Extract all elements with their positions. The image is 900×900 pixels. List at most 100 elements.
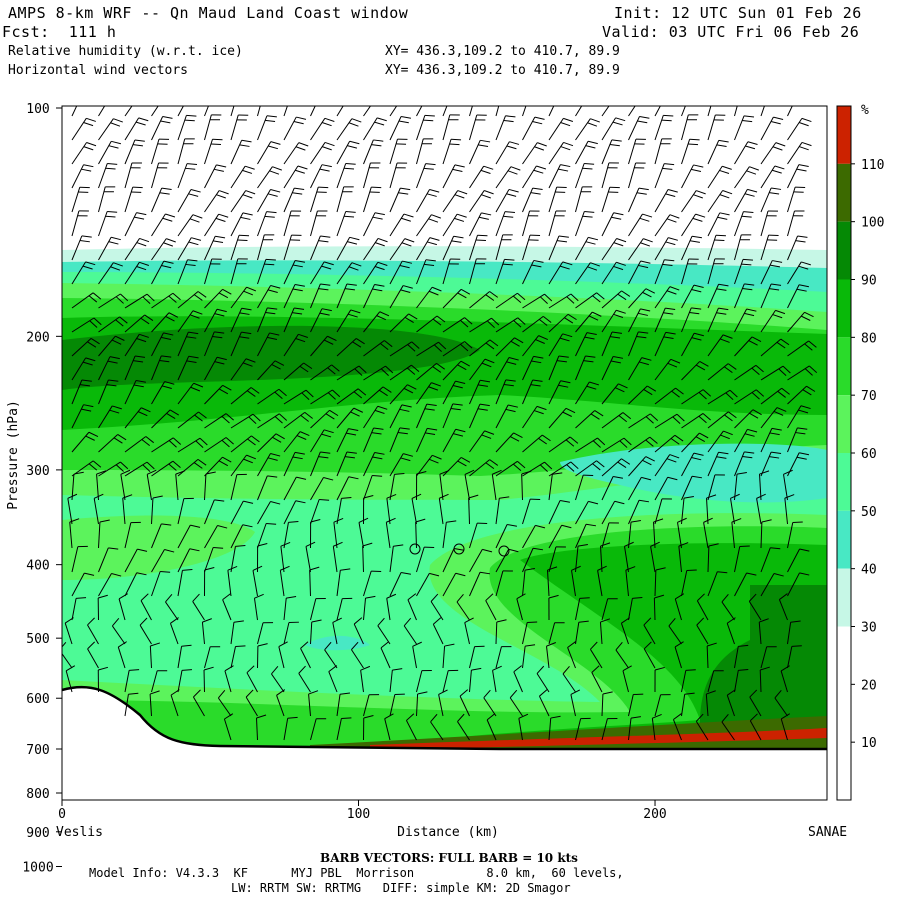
wind-barb-shaft <box>363 386 384 405</box>
wind-barb-shaft <box>654 413 678 429</box>
wind-barb-flag <box>310 518 321 523</box>
wind-barb-flag <box>675 387 684 395</box>
wind-barb-shaft <box>601 162 610 189</box>
wind-barb-flag <box>168 295 177 303</box>
wind-barb-flag <box>188 193 199 197</box>
wind-barb-shaft <box>548 187 558 213</box>
wind-barb-shaft <box>177 214 194 237</box>
wind-barb-flag <box>128 692 139 695</box>
wind-barb-flag <box>349 236 360 241</box>
wind-barb-shaft <box>734 141 749 165</box>
field-label-wind: Horizontal wind vectors <box>8 63 189 78</box>
wind-barb-flag <box>610 336 621 339</box>
wind-barb-shaft <box>362 545 364 573</box>
colorbar-tick-label: 20 <box>861 678 877 693</box>
wind-barb-shaft <box>522 116 536 141</box>
y-tick-label: 500 <box>26 632 49 647</box>
wind-barb-flag <box>137 99 146 102</box>
wind-barb-flag <box>749 713 758 722</box>
wind-barb-flag <box>85 357 96 362</box>
wind-barb-shaft <box>310 499 320 525</box>
wind-barb-flag <box>798 164 809 167</box>
wind-barb-flag <box>738 668 749 671</box>
y-tick-label: 600 <box>26 692 49 707</box>
wind-barb-shaft <box>389 670 393 693</box>
wind-barb-shaft <box>734 572 748 597</box>
wind-barb-flag <box>216 356 227 361</box>
wind-barb-flag <box>637 120 648 124</box>
wind-barb-flag <box>81 97 91 99</box>
wind-barb-flag <box>107 360 118 364</box>
wind-barb-flag <box>165 213 176 218</box>
wind-barb-shaft <box>336 451 348 477</box>
wind-barb-flag <box>322 146 332 151</box>
wind-barb-flag <box>613 212 624 216</box>
wind-barb-flag <box>706 690 716 695</box>
wind-barb-flag <box>744 451 755 454</box>
wind-barb-flag <box>782 365 791 374</box>
wind-barb-flag <box>298 665 306 674</box>
wind-barb-shaft <box>71 210 80 237</box>
wind-barb-flag <box>266 522 277 525</box>
wind-barb-flag <box>596 292 605 300</box>
wind-barb-flag <box>218 689 226 699</box>
wind-barb-shaft <box>695 721 709 741</box>
wind-barb-flag <box>202 618 212 623</box>
wind-barb-flag <box>484 190 494 195</box>
wind-barb-flag <box>136 337 147 343</box>
wind-barb-flag <box>332 617 342 623</box>
wind-barb-shaft <box>310 335 328 357</box>
wind-barb-shaft <box>204 547 214 573</box>
colorbar-segment <box>837 395 851 453</box>
x-tick-label: 0 <box>58 807 66 822</box>
wind-barb-flag <box>190 93 200 95</box>
wind-barb-shaft <box>654 477 669 501</box>
wind-barb-flag <box>319 312 330 316</box>
wind-barb-flag <box>295 500 306 504</box>
wind-barb-shaft <box>363 262 379 285</box>
wind-barb-shaft <box>442 258 451 285</box>
wind-barb-shaft <box>681 307 692 333</box>
wind-barb-flag <box>489 339 499 347</box>
wind-barb-flag <box>424 114 435 117</box>
wind-barb-flag <box>212 336 223 339</box>
wind-barb-flag <box>772 146 783 151</box>
wind-barb-flag <box>532 121 543 125</box>
wind-barb-flag <box>773 572 784 577</box>
wind-barb-flag <box>169 409 180 416</box>
wind-barb-flag <box>718 307 729 311</box>
wind-barb-flag <box>643 389 653 396</box>
wind-barb-shaft <box>760 260 773 285</box>
wind-barb-shaft <box>707 545 710 573</box>
wind-barb-flag <box>707 642 717 647</box>
wind-barb-shaft <box>177 138 186 165</box>
wind-barb-shaft <box>217 697 232 717</box>
wind-barb-shaft <box>787 427 798 453</box>
wind-barb-flag <box>719 194 730 199</box>
wind-barb-flag <box>118 593 128 600</box>
wind-barb-flag <box>292 456 303 460</box>
wind-barb-flag <box>90 337 100 345</box>
wind-barb-flag <box>372 456 383 460</box>
wind-barb-shaft <box>204 213 220 237</box>
wind-barb-flag <box>584 211 595 213</box>
wind-barb-flag <box>329 409 339 417</box>
wind-barb-shaft <box>98 573 112 597</box>
wind-barb-flag <box>292 288 303 292</box>
wind-barb-flag <box>483 165 494 170</box>
wind-barb-flag <box>720 434 730 440</box>
wind-barb-flag <box>109 98 119 101</box>
wind-barb-shaft <box>124 694 129 717</box>
wind-barb-shaft <box>681 333 695 357</box>
colorbar-segment <box>837 684 851 743</box>
wind-barb-shaft <box>575 237 589 261</box>
wind-barb-shaft <box>389 285 404 309</box>
wind-barb-shaft <box>336 141 351 165</box>
wind-barb-flag <box>719 169 730 175</box>
wind-barb-flag <box>427 241 437 246</box>
wind-barb-flag <box>161 385 172 390</box>
wind-barb-shaft <box>230 190 247 213</box>
wind-barb-flag <box>374 121 385 126</box>
wind-barb-flag <box>160 570 171 573</box>
wind-barb-shaft <box>548 333 564 357</box>
